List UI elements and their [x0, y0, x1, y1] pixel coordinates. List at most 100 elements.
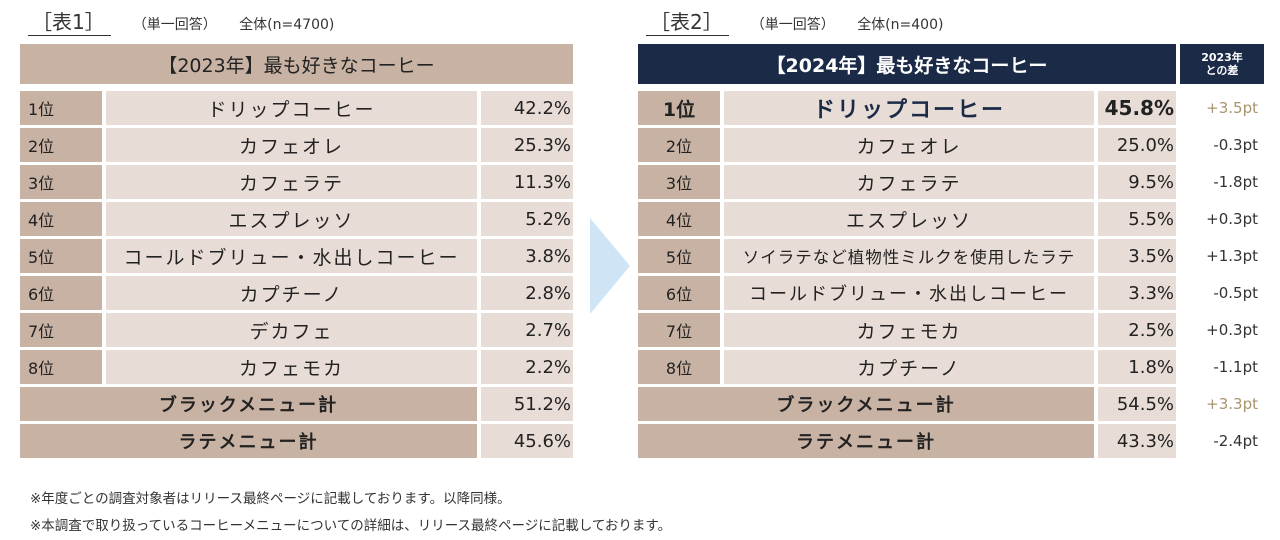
total-label: ブラックメニュー計: [20, 387, 477, 421]
total-percent: 54.5%: [1094, 387, 1176, 421]
rank-cell: 6位: [20, 276, 102, 310]
rank-cell: 6位: [638, 276, 720, 310]
percent-cell: 42.2%: [477, 91, 573, 125]
table-row: 7位 デカフェ 2.7%: [20, 313, 573, 347]
total-label: ラテメニュー計: [20, 424, 477, 458]
percent-cell: 1.8%: [1094, 350, 1176, 384]
menu-name-cell: ソイラテなど植物性ミルクを使用したラテ: [720, 239, 1094, 273]
percent-cell: 11.3%: [477, 165, 573, 199]
percent-cell: 9.5%: [1094, 165, 1176, 199]
menu-name-cell: エスプレッソ: [102, 202, 477, 236]
rank-cell: 2位: [20, 128, 102, 162]
rank-cell: 3位: [20, 165, 102, 199]
table-row: 2位 カフェオレ 25.0% -0.3pt: [638, 128, 1264, 162]
percent-cell: 25.0%: [1094, 128, 1176, 162]
rank-cell: 3位: [638, 165, 720, 199]
menu-name-cell: ドリップコーヒー: [102, 91, 477, 125]
table-row: 4位 エスプレッソ 5.5% +0.3pt: [638, 202, 1264, 236]
table1-sample: 全体(n=4700): [239, 17, 335, 33]
menu-name-cell: エスプレッソ: [720, 202, 1094, 236]
table-row: 8位 カフェモカ 2.2%: [20, 350, 573, 384]
rank-cell: 4位: [20, 202, 102, 236]
rank-cell: 7位: [20, 313, 102, 347]
menu-name-cell: カフェモカ: [720, 313, 1094, 347]
percent-cell: 3.5%: [1094, 239, 1176, 273]
menu-name-cell: カフェオレ: [102, 128, 477, 162]
table-row: 5位 ソイラテなど植物性ミルクを使用したラテ 3.5% +1.3pt: [638, 239, 1264, 273]
total-row: ラテメニュー計 43.3% -2.4pt: [638, 424, 1264, 458]
menu-name-cell: カフェモカ: [102, 350, 477, 384]
diff-column-header: 2023年 との差: [1180, 44, 1264, 84]
diff-cell: -0.5pt: [1213, 284, 1258, 302]
table-row: 1位 ドリップコーヒー 42.2%: [20, 91, 573, 125]
table1-answer-type: （単一回答）: [132, 17, 217, 33]
total-percent: 45.6%: [477, 424, 573, 458]
rank-cell: 5位: [20, 239, 102, 273]
diff-cell: -0.3pt: [1213, 136, 1258, 154]
rank-cell: 7位: [638, 313, 720, 347]
menu-name-cell: コールドブリュー・水出しコーヒー: [102, 239, 477, 273]
table-row: 6位 コールドブリュー・水出しコーヒー 3.3% -0.5pt: [638, 276, 1264, 310]
table-row: 5位 コールドブリュー・水出しコーヒー 3.8%: [20, 239, 573, 273]
table2-meta: （単一回答） 全体(n=400): [751, 14, 944, 36]
table2-ranking: 1位 ドリップコーヒー 45.8% +3.5pt 2位 カフェオレ 25.0% -0.3pt…: [638, 88, 1264, 461]
rank-cell: 4位: [638, 202, 720, 236]
total-label: ラテメニュー計: [638, 424, 1094, 458]
table2-tag: ［表2］: [646, 10, 729, 36]
table-row: 1位 ドリップコーヒー 45.8% +3.5pt: [638, 91, 1264, 125]
percent-cell: 25.3%: [477, 128, 573, 162]
percent-cell: 5.5%: [1094, 202, 1176, 236]
diff-cell: +0.3pt: [1206, 210, 1258, 228]
table-row: 7位 カフェモカ 2.5% +0.3pt: [638, 313, 1264, 347]
diff-header-line1: 2023年: [1201, 51, 1243, 64]
table-row: 4位 エスプレッソ 5.2%: [20, 202, 573, 236]
footnotes: ※年度ごとの調査対象者はリリース最終ページに記載しております。以降同様。 ※本調…: [30, 486, 671, 540]
table1-title: 【2023年】最も好きなコーヒー: [20, 44, 573, 84]
table-row: 8位 カプチーノ 1.8% -1.1pt: [638, 350, 1264, 384]
menu-name-cell: カプチーノ: [720, 350, 1094, 384]
menu-name-cell: カフェラテ: [102, 165, 477, 199]
table1-tag: ［表1］: [28, 10, 111, 36]
total-row: ラテメニュー計 45.6%: [20, 424, 573, 458]
total-label: ブラックメニュー計: [638, 387, 1094, 421]
percent-cell: 3.8%: [477, 239, 573, 273]
arrow-right-icon: [590, 218, 630, 314]
percent-cell: 2.2%: [477, 350, 573, 384]
menu-name-cell: ドリップコーヒー: [720, 91, 1094, 125]
menu-name-cell: コールドブリュー・水出しコーヒー: [720, 276, 1094, 310]
footnote: ※本調査で取り扱っているコーヒーメニューについての詳細は、リリース最終ページに記…: [30, 518, 672, 534]
table1-ranking: 1位 ドリップコーヒー 42.2% 2位 カフェオレ 25.3% 3位 カフェラテ 11.3…: [20, 88, 573, 461]
total-row: ブラックメニュー計 54.5% +3.3pt: [638, 387, 1264, 421]
table-row: 3位 カフェラテ 11.3%: [20, 165, 573, 199]
diff-header-line2: との差: [1205, 64, 1239, 77]
table1-caption: ［表1］ （単一回答） 全体(n=4700): [28, 6, 334, 36]
table-row: 3位 カフェラテ 9.5% -1.8pt: [638, 165, 1264, 199]
table2-title: 【2024年】最も好きなコーヒー: [638, 44, 1176, 84]
total-row: ブラックメニュー計 51.2%: [20, 387, 573, 421]
diff-cell: -1.1pt: [1213, 358, 1258, 376]
percent-cell: 2.5%: [1094, 313, 1176, 347]
footnote: ※年度ごとの調査対象者はリリース最終ページに記載しております。以降同様。: [30, 491, 511, 507]
total-percent: 51.2%: [477, 387, 573, 421]
total-diff: -2.4pt: [1213, 432, 1258, 450]
percent-cell: 5.2%: [477, 202, 573, 236]
diff-cell: -1.8pt: [1213, 173, 1258, 191]
table2-answer-type: （単一回答）: [750, 17, 835, 33]
rank-cell: 1位: [638, 91, 720, 125]
rank-cell: 8位: [20, 350, 102, 384]
rank-cell: 1位: [20, 91, 102, 125]
table2-sample: 全体(n=400): [857, 17, 944, 33]
percent-cell: 45.8%: [1094, 91, 1176, 125]
menu-name-cell: カフェオレ: [720, 128, 1094, 162]
menu-name-cell: カプチーノ: [102, 276, 477, 310]
percent-cell: 3.3%: [1094, 276, 1176, 310]
diff-cell: +3.5pt: [1206, 99, 1258, 117]
table1-meta: （単一回答） 全体(n=4700): [133, 14, 335, 36]
percent-cell: 2.7%: [477, 313, 573, 347]
diff-cell: +1.3pt: [1206, 247, 1258, 265]
rank-cell: 8位: [638, 350, 720, 384]
diff-cell: +0.3pt: [1206, 321, 1258, 339]
percent-cell: 2.8%: [477, 276, 573, 310]
menu-name-cell: カフェラテ: [720, 165, 1094, 199]
table2-caption: ［表2］ （単一回答） 全体(n=400): [646, 6, 943, 36]
